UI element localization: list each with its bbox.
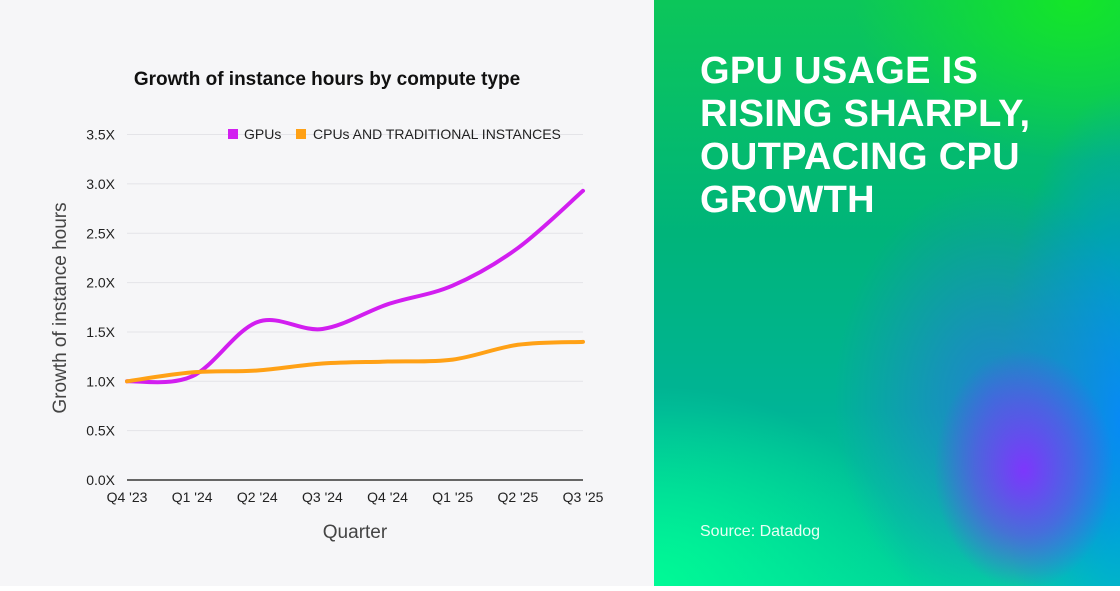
x-tick-label: Q2 '25	[497, 489, 538, 505]
legend-label-gpus: GPUs	[244, 126, 281, 142]
y-tick-label: 2.5X	[86, 225, 115, 241]
legend: GPUs CPUs AND TRADITIONAL INSTANCES	[228, 126, 561, 142]
y-tick-label: 3.0X	[86, 176, 115, 192]
x-tick-label: Q4 '24	[367, 489, 408, 505]
y-tick-label: 1.0X	[86, 373, 115, 389]
legend-swatch-cpus	[296, 129, 306, 139]
x-tick-label: Q1 '24	[172, 489, 213, 505]
x-axis-label: Quarter	[323, 522, 388, 543]
y-axis-label: Growth of instance hours	[50, 202, 71, 413]
y-tick-label: 2.0X	[86, 275, 115, 291]
x-tick-label: Q1 '25	[432, 489, 473, 505]
legend-label-cpus: CPUs AND TRADITIONAL INSTANCES	[313, 126, 561, 142]
x-tick-label: Q4 '23	[107, 489, 148, 505]
source-note: Source: Datadog	[700, 523, 821, 540]
x-tick-label: Q3 '25	[563, 489, 604, 505]
y-tick-label: 3.5X	[86, 127, 115, 143]
series-line-gpus	[125, 188, 585, 385]
x-tick-label: Q3 '24	[302, 489, 343, 505]
chart-title: Growth of instance hours by compute type	[134, 69, 520, 90]
headline-panel: GPU USAGE IS RISING SHARPLY, OUTPACING C…	[654, 0, 1120, 586]
series-line-cpus	[125, 339, 585, 384]
y-tick-label: 1.5X	[86, 324, 115, 340]
chart-panel: Growth of instance hours by compute type…	[50, 69, 604, 543]
y-tick-label: 0.5X	[86, 423, 115, 439]
legend-swatch-gpus	[228, 129, 238, 139]
y-tick-label: 0.0X	[86, 472, 115, 488]
x-tick-label: Q2 '24	[237, 489, 278, 505]
headline: GPU USAGE IS RISING SHARPLY, OUTPACING C…	[700, 50, 1031, 221]
line-chart: Growth of instance hours by compute type…	[50, 69, 604, 543]
